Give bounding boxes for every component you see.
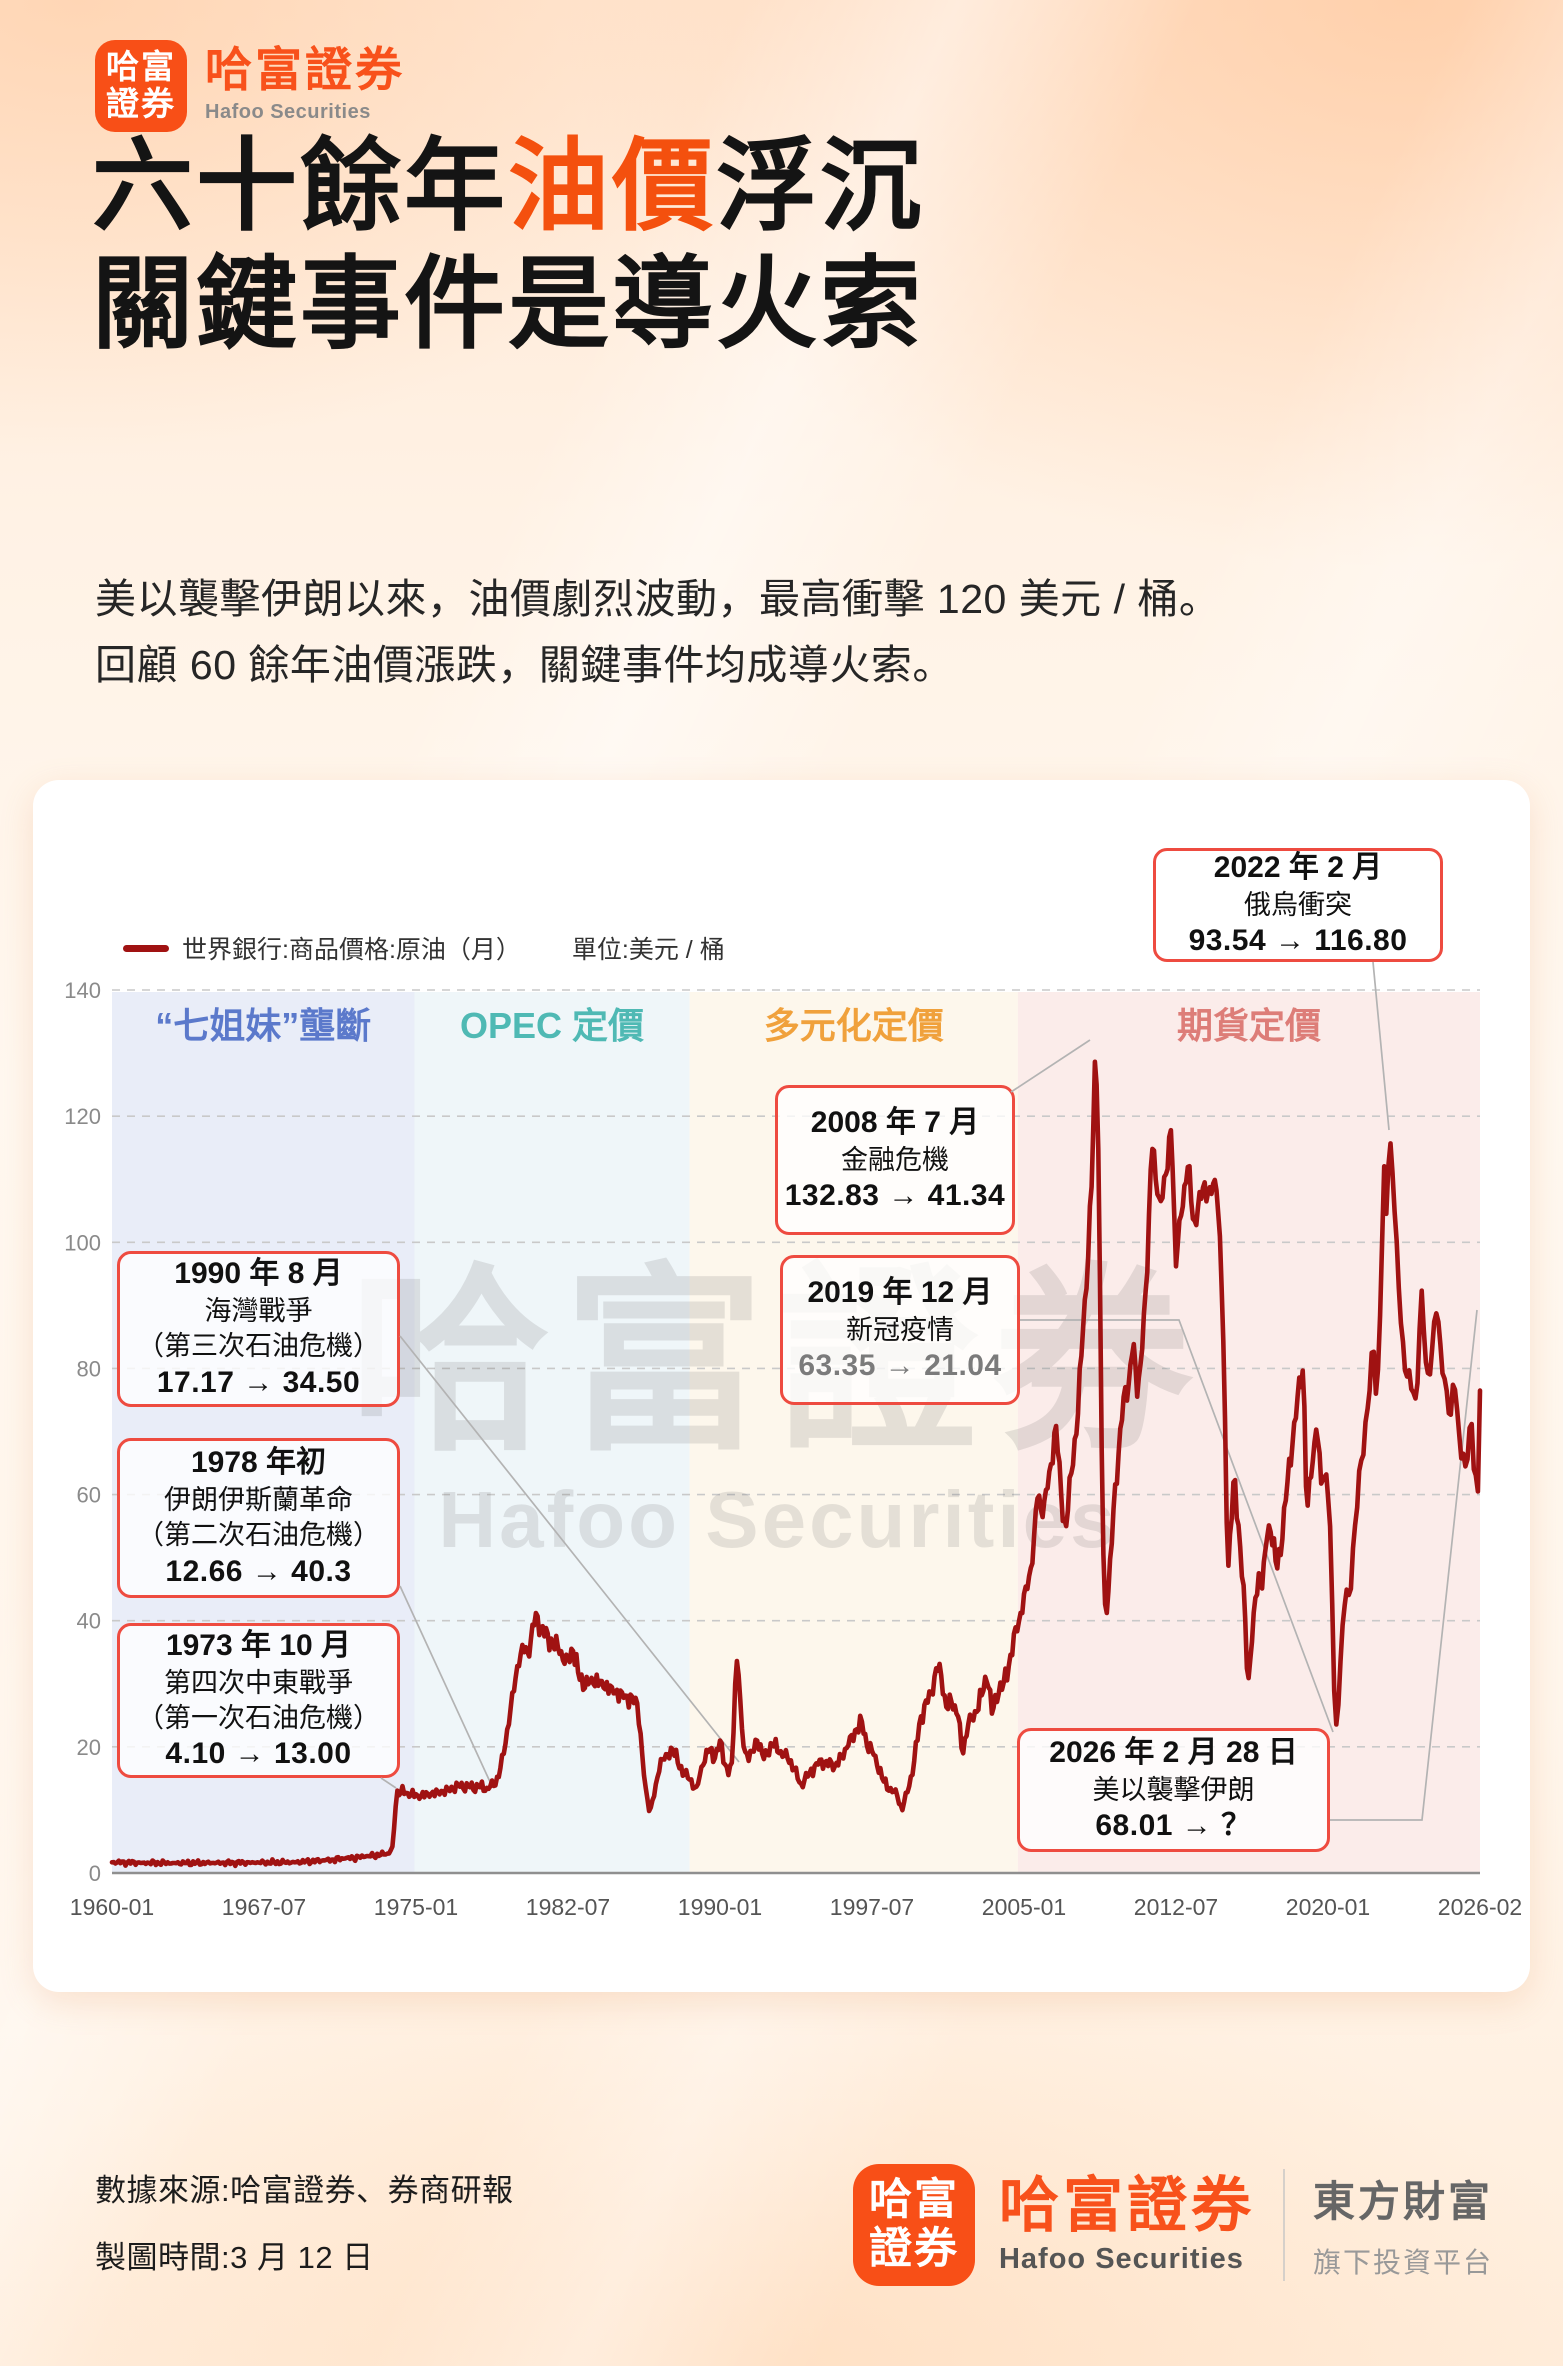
x-tick-label: 1990-01 <box>678 1894 762 1920</box>
footer-time: 製圖時間:3 月 12 日 <box>95 2225 514 2292</box>
footer-info: 數據來源:哈富證券、券商研報 製圖時間:3 月 12 日 <box>95 2158 514 2291</box>
event-callout-e2026: 2026 年 2 月 28 日美以襲擊伊朗68.01 → ？ <box>1017 1728 1330 1852</box>
y-tick-label: 60 <box>77 1483 101 1508</box>
chart-area: “七姐妹”壟斷 OPEC 定價 多元化定價 期貨定價 0 20 40 60 80 100 120 14… <box>33 780 1530 1992</box>
event-name: 伊朗伊斯蘭革命 <box>164 1483 353 1518</box>
page-title: 六十餘年油價浮沉 關鍵事件是導火索 <box>92 128 924 364</box>
event-date: 1973 年 10 月 <box>166 1627 351 1666</box>
footer-brand-logo-icon: 哈富 證券 <box>853 2164 975 2286</box>
y-tick-label: 120 <box>64 1104 101 1129</box>
title-line1-highlight: 油價 <box>508 131 716 243</box>
footer-brand: 哈富 證券 哈富證券 Hafoo Securities 東方財富 旗下投資平台 <box>853 2164 1493 2286</box>
footer-logo-line2: 證券 <box>869 2225 959 2273</box>
era-band-label: OPEC 定價 <box>460 1005 644 1046</box>
platform-name: 東方財富 <box>1313 2168 1493 2229</box>
event-name: 海灣戰爭 <box>205 1294 313 1329</box>
era-band-label: 多元化定價 <box>764 1005 944 1046</box>
x-tick-label: 1975-01 <box>374 1894 458 1920</box>
legend-unit-label: 單位:美元 / 桶 <box>572 930 725 966</box>
platform-desc: 旗下投資平台 <box>1313 2241 1493 2281</box>
x-tick-label: 1997-07 <box>830 1894 914 1920</box>
era-band-label: 期貨定價 <box>1177 1005 1321 1046</box>
era-band-label: “七姐妹”壟斷 <box>155 1005 371 1046</box>
y-tick-label: 140 <box>64 978 101 1003</box>
event-name: 美以襲擊伊朗 <box>1093 1773 1255 1808</box>
chart-card: “七姐妹”壟斷 OPEC 定價 多元化定價 期貨定價 0 20 40 60 80 100 120 14… <box>33 780 1530 1992</box>
event-callout-e2022: 2022 年 2 月俄烏衝突93.54 → 116.80 <box>1153 848 1443 962</box>
event-callout-e1990: 1990 年 8 月海灣戰爭（第三次石油危機）17.17 → 34.50 <box>117 1251 400 1407</box>
event-name: 第四次中東戰爭 <box>164 1666 353 1701</box>
chart-legend: 世界銀行:商品價格:原油（月） 單位:美元 / 桶 <box>123 930 725 966</box>
intro-paragraph: 美以襲擊伊朗以來，油價劇烈波動，最高衝擊 120 美元 / 桶。 回顧 60 餘… <box>95 566 1220 699</box>
event-change: 4.10 → 13.00 <box>165 1735 351 1774</box>
title-line1-pre: 六十餘年 <box>92 131 508 243</box>
brand-name-en: Hafoo Securities <box>205 101 405 124</box>
y-tick-label: 80 <box>77 1356 101 1381</box>
brand-logo-line2: 證券 <box>106 86 176 123</box>
event-change: 17.17 → 34.50 <box>157 1364 360 1403</box>
title-line1: 六十餘年油價浮沉 <box>92 128 924 246</box>
y-tick-label: 40 <box>77 1609 101 1634</box>
era-band <box>414 992 689 1873</box>
title-line2: 關鍵事件是導火索 <box>92 246 924 364</box>
brand-logo-line1: 哈富 <box>106 49 176 86</box>
y-tick-label: 20 <box>77 1735 101 1760</box>
event-subtitle: （第二次石油危機） <box>137 1518 380 1553</box>
x-tick-label: 2020-01 <box>1286 1894 1370 1920</box>
intro-line2: 回顧 60 餘年油價漲跌，關鍵事件均成導火索。 <box>95 632 1220 698</box>
header-brand: 哈富 證券 哈富證券 Hafoo Securities <box>95 40 405 132</box>
footer-brand-name-en: Hafoo Securities <box>999 2243 1255 2276</box>
event-date: 2008 年 7 月 <box>811 1104 979 1143</box>
footer: 數據來源:哈富證券、券商研報 製圖時間:3 月 12 日 哈富 證券 哈富證券 … <box>95 2158 1493 2291</box>
event-callout-e1978: 1978 年初伊朗伊斯蘭革命（第二次石油危機）12.66 → 40.3 <box>117 1438 400 1598</box>
event-change: 63.35 → 21.04 <box>798 1347 1001 1386</box>
title-line1-post: 浮沉 <box>716 131 924 243</box>
event-name: 俄烏衝突 <box>1244 888 1352 923</box>
y-tick-label: 0 <box>89 1861 101 1886</box>
footer-brand-text: 哈富證券 Hafoo Securities <box>999 2174 1255 2276</box>
event-change: 68.01 → ？ <box>1095 1807 1251 1846</box>
footer-logo-line1: 哈富 <box>869 2176 959 2224</box>
poster-page: 哈富 證券 哈富證券 Hafoo Securities 六十餘年油價浮沉 關鍵事… <box>0 0 1563 2366</box>
event-change: 12.66 → 40.3 <box>165 1553 351 1592</box>
x-tick-label: 2026-02 <box>1438 1894 1522 1920</box>
event-callout-e2008: 2008 年 7 月金融危機132.83 → 41.34 <box>775 1085 1015 1235</box>
x-tick-label: 1967-07 <box>222 1894 306 1920</box>
event-change: 132.83 → 41.34 <box>785 1177 1006 1216</box>
event-callout-e2019: 2019 年 12 月新冠疫情63.35 → 21.04 <box>780 1255 1020 1405</box>
brand-text: 哈富證券 Hafoo Securities <box>205 40 405 124</box>
brand-name-zh: 哈富證券 <box>205 44 405 96</box>
event-date: 1978 年初 <box>191 1444 326 1483</box>
footer-brand-name-zh: 哈富證券 <box>999 2174 1255 2237</box>
footer-divider <box>1283 2169 1285 2281</box>
legend-line-swatch-icon <box>123 945 169 952</box>
brand-logo-icon: 哈富 證券 <box>95 40 187 132</box>
intro-line1: 美以襲擊伊朗以來，油價劇烈波動，最高衝擊 120 美元 / 桶。 <box>95 566 1220 632</box>
event-callout-e1973: 1973 年 10 月第四次中東戰爭（第一次石油危機）4.10 → 13.00 <box>117 1623 400 1778</box>
x-tick-label: 2005-01 <box>982 1894 1066 1920</box>
event-name: 新冠疫情 <box>846 1313 954 1348</box>
event-subtitle: （第三次石油危機） <box>137 1329 380 1364</box>
event-subtitle: （第一次石油危機） <box>137 1701 380 1736</box>
event-name: 金融危機 <box>841 1143 949 1178</box>
footer-platform: 東方財富 旗下投資平台 <box>1313 2168 1493 2281</box>
event-change: 93.54 → 116.80 <box>1189 922 1408 961</box>
event-date: 2019 年 12 月 <box>807 1274 992 1313</box>
y-tick-label: 100 <box>64 1230 101 1255</box>
event-date: 1990 年 8 月 <box>174 1255 342 1294</box>
footer-source: 數據來源:哈富證券、券商研報 <box>95 2158 514 2225</box>
event-date: 2026 年 2 月 28 日 <box>1049 1734 1297 1773</box>
legend-series-label: 世界銀行:商品價格:原油（月） <box>182 930 521 966</box>
x-tick-label: 1960-01 <box>70 1894 154 1920</box>
x-tick-label: 1982-07 <box>526 1894 610 1920</box>
x-tick-label: 2012-07 <box>1134 1894 1218 1920</box>
event-date: 2022 年 2 月 <box>1214 849 1382 888</box>
